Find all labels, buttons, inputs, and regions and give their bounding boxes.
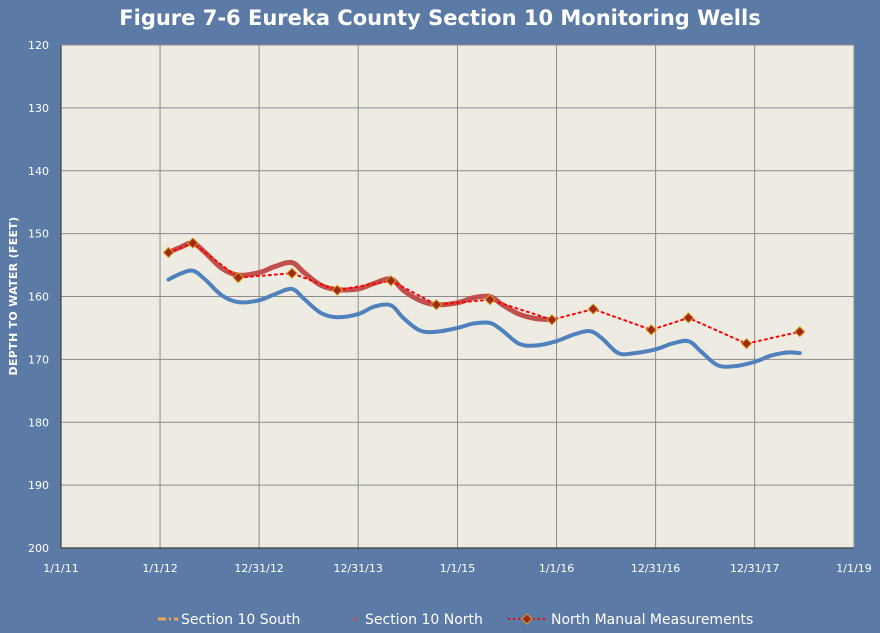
x-tick-label: 12/31/17 xyxy=(730,562,779,575)
x-tick-label: 1/1/15 xyxy=(440,562,475,575)
data-point xyxy=(430,298,443,311)
data-point xyxy=(286,267,298,279)
series-line-section-10-south xyxy=(166,268,802,369)
x-tick-label: 12/31/12 xyxy=(234,562,283,575)
data-point xyxy=(484,293,496,306)
data-point xyxy=(587,303,599,315)
x-tick-label: 1/1/19 xyxy=(836,562,871,575)
data-point xyxy=(232,271,244,284)
data-point xyxy=(331,284,343,296)
y-tick-label: 190 xyxy=(28,479,49,492)
data-point xyxy=(385,275,397,287)
legend-label-north-manual-measurements: North Manual Measurements xyxy=(551,612,753,628)
data-point xyxy=(682,312,695,324)
y-tick-label: 200 xyxy=(28,542,49,555)
y-axis-label: DEPTH TO WATER (FEET) xyxy=(7,217,20,376)
x-tick-label: 1/1/11 xyxy=(43,562,78,575)
y-tick-label: 170 xyxy=(28,353,49,366)
legend-swatch-marker-north-manual xyxy=(521,613,533,625)
data-point xyxy=(740,337,753,350)
chart-title: Figure 7-6 Eureka County Section 10 Moni… xyxy=(119,6,761,30)
x-tick-label: 1/1/16 xyxy=(539,562,574,575)
data-point xyxy=(546,314,558,326)
legend-label-section-10-south: Section 10 South xyxy=(181,612,300,628)
y-tick-label: 130 xyxy=(28,102,49,115)
legend-swatch-section-10-north xyxy=(353,617,357,621)
data-point xyxy=(794,326,806,338)
x-tick-label: 12/31/16 xyxy=(631,562,680,575)
data-point xyxy=(645,324,657,336)
y-tick-label: 180 xyxy=(28,416,49,429)
data-point xyxy=(187,237,199,249)
y-tick-label: 120 xyxy=(28,39,49,52)
series-line-north-manual-measurements xyxy=(167,241,801,345)
y-tick-label: 160 xyxy=(28,291,49,304)
y-tick-label: 140 xyxy=(28,165,49,178)
data-point xyxy=(162,246,175,259)
legend-label-section-10-north: Section 10 North xyxy=(365,612,483,628)
x-tick-label: 1/1/12 xyxy=(142,562,177,575)
y-tick-label: 150 xyxy=(28,228,49,241)
x-tick-label: 12/31/13 xyxy=(333,562,382,575)
